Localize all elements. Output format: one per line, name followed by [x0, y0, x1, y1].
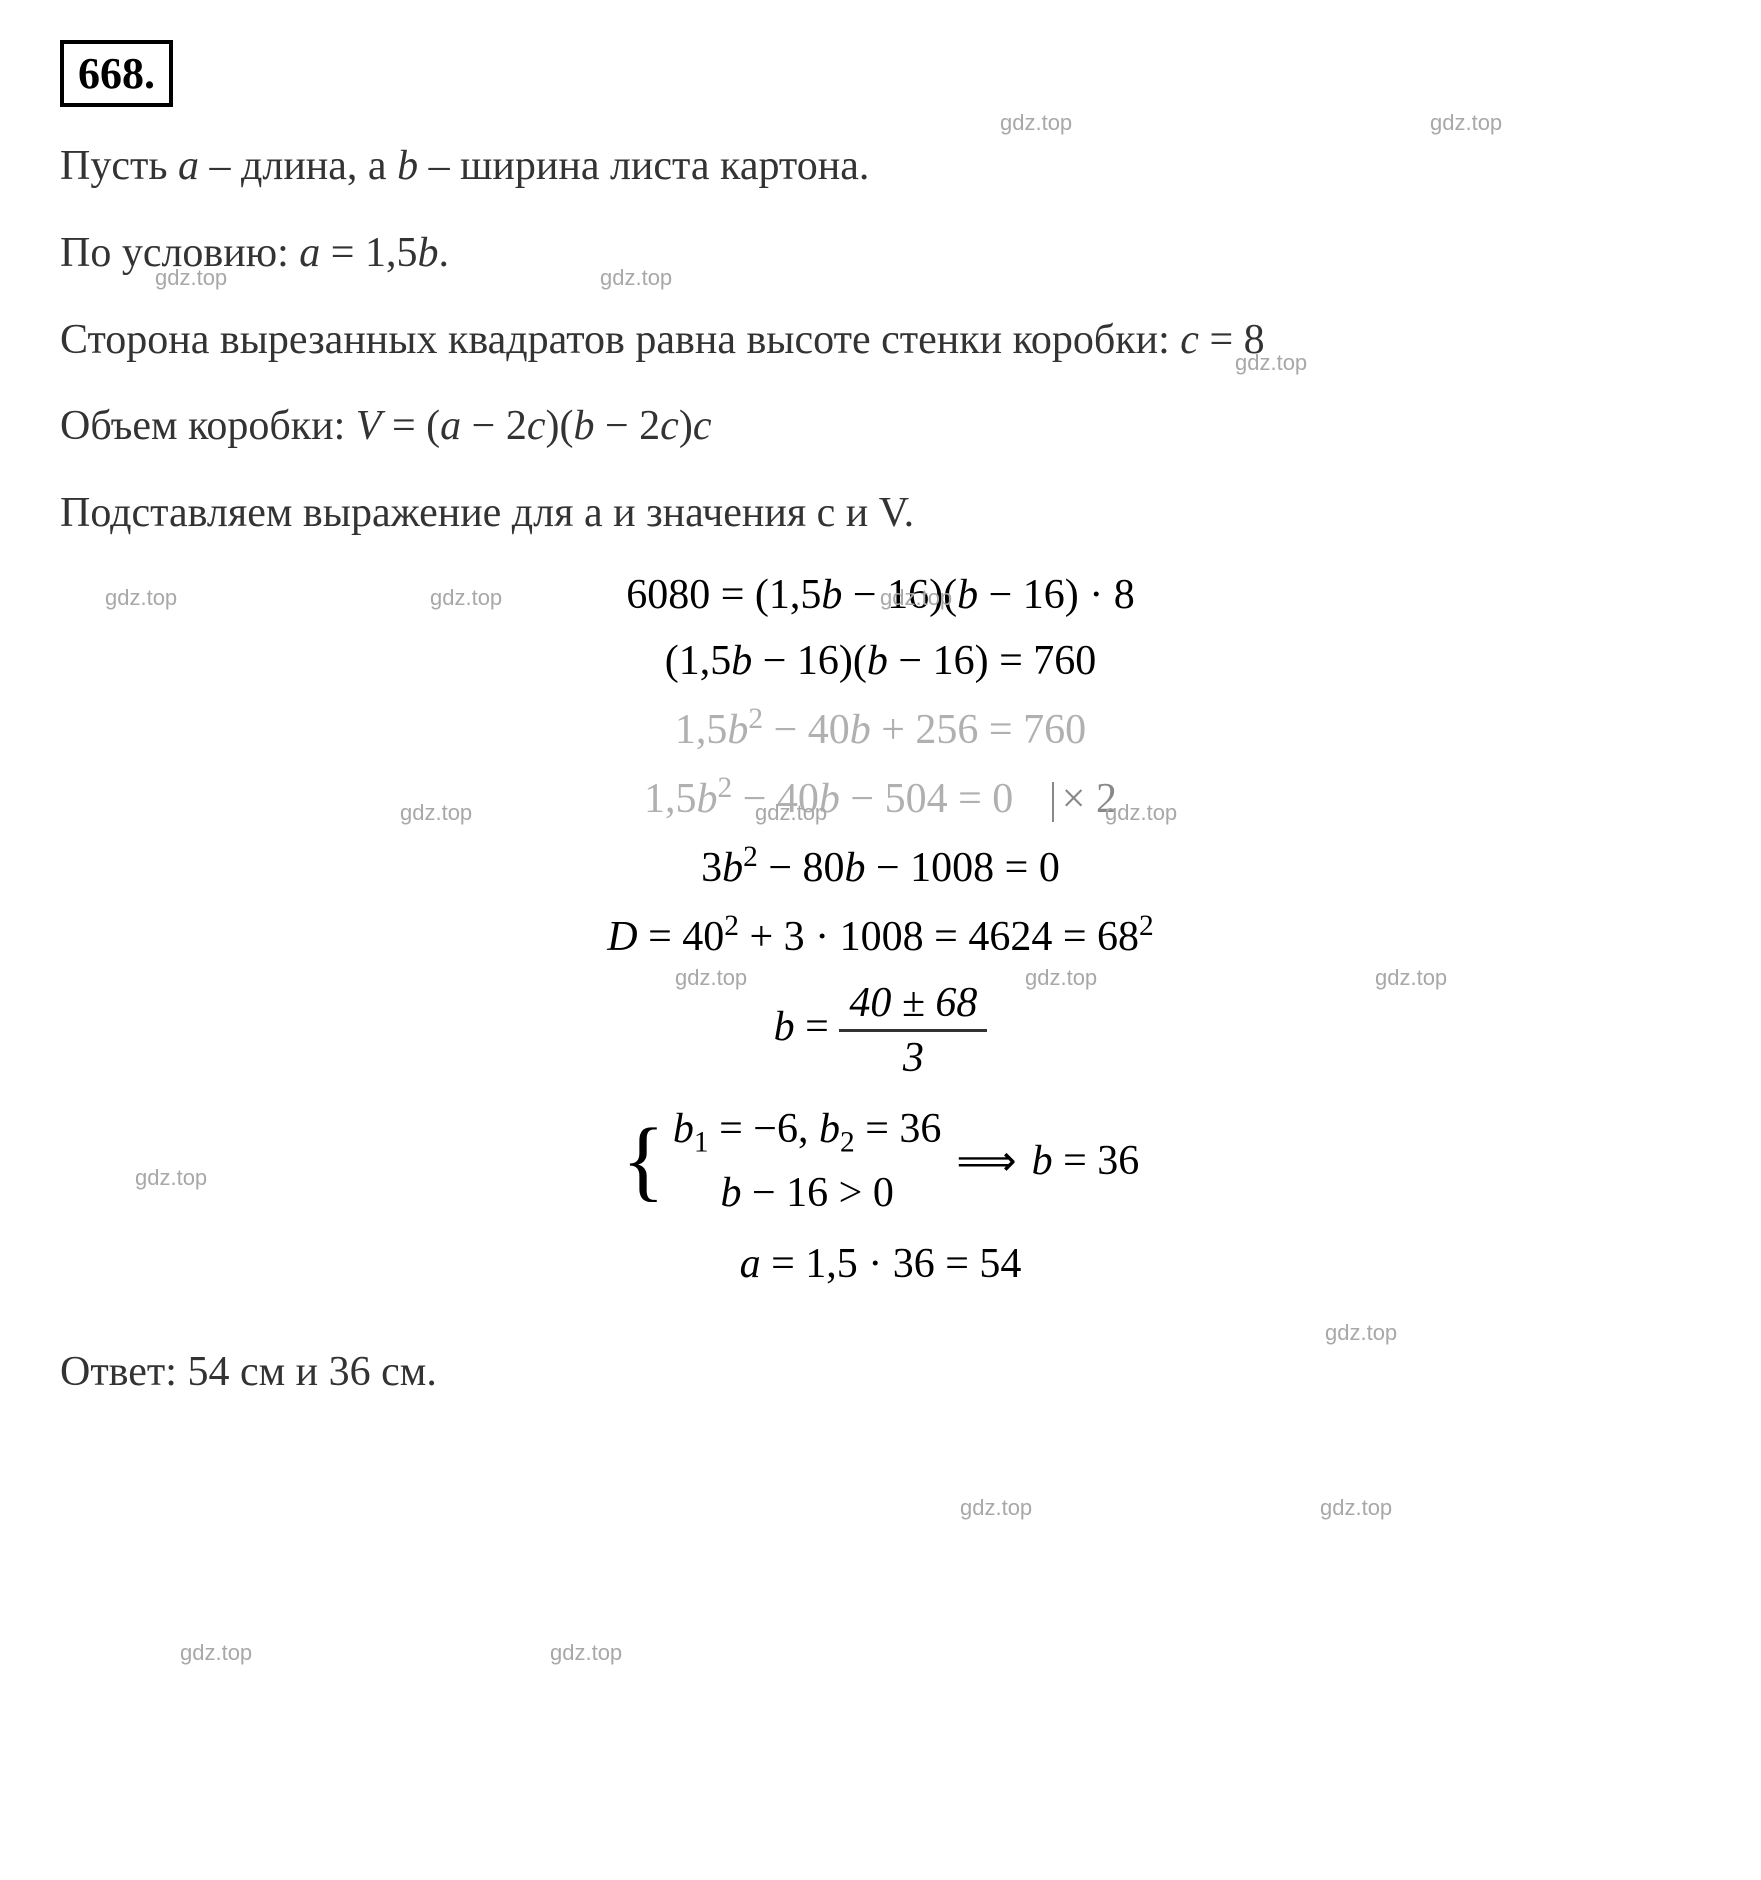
problem-number: 668. [60, 40, 173, 107]
watermark-text: gdz.top [960, 1495, 1032, 1521]
volume-formula: Объем коробки: V = (a − 2c)(b − 2c)c [60, 397, 1701, 456]
equation-5: 3b2 − 80b − 1008 = 0 [60, 841, 1701, 892]
equation-block: 6080 = (1,5b − 16)(b − 16) · 8 (1,5b − 1… [60, 571, 1701, 1288]
fraction-denominator: 3 [839, 1032, 987, 1082]
condition-text: По условию: a = 1,5b. [60, 224, 1701, 283]
equation-2: (1,5b − 16)(b − 16) = 760 [60, 637, 1701, 685]
implies-arrow-icon: ⟹ [956, 1136, 1016, 1186]
watermark-text: gdz.top [1325, 1320, 1397, 1346]
watermark-text: gdz.top [1320, 1495, 1392, 1521]
equation-3: 1,5b2 − 40b + 256 = 760 [60, 703, 1701, 754]
equation-1: 6080 = (1,5b − 16)(b − 16) · 8 [60, 571, 1701, 619]
watermark-text: gdz.top [1430, 110, 1502, 136]
equation-6: D = 402 + 3 · 1008 = 4624 = 682 [60, 910, 1701, 961]
watermark-text: gdz.top [550, 1640, 622, 1666]
side-description: Сторона вырезанных квадратов равна высот… [60, 311, 1701, 370]
substitute-text: Подставляем выражение для a и значения c… [60, 484, 1701, 543]
equation-8: a = 1,5 · 36 = 54 [60, 1240, 1701, 1288]
system-line-2: b − 16 > 0 [673, 1164, 941, 1223]
equation-4: 1,5b2 − 40b − 504 = 0 × 2 [60, 772, 1701, 823]
intro-text: Пусть a – длина, а b – ширина листа карт… [60, 137, 1701, 196]
answer-label: Ответ: [60, 1349, 177, 1395]
watermark-text: gdz.top [180, 1640, 252, 1666]
system-line-1: b1 = −6, b2 = 36 [673, 1100, 941, 1164]
answer-text: 54 см и 36 см. [187, 1349, 436, 1395]
answer-line: Ответ: 54 см и 36 см. [60, 1348, 1701, 1396]
equation-7: b = 40 ± 68 3 [60, 979, 1701, 1082]
fraction-numerator: 40 ± 68 [839, 979, 987, 1032]
equation-system: { b1 = −6, b2 = 36 b − 16 > 0 ⟹ b = 36 [60, 1100, 1701, 1222]
brace-icon: { [622, 1134, 665, 1188]
watermark-text: gdz.top [1000, 110, 1072, 136]
